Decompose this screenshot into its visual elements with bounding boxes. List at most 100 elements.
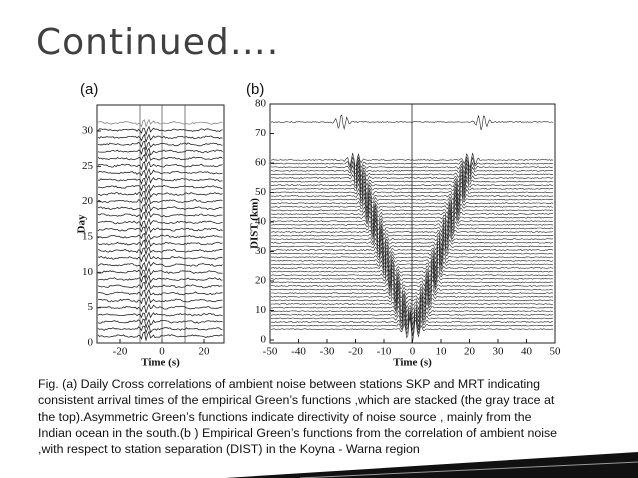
waveform: [98, 175, 223, 186]
waveform: [98, 196, 223, 206]
waveform: [270, 220, 554, 237]
y-tick-label: 20: [82, 195, 94, 207]
x-axis-label: Time (s): [393, 357, 432, 369]
y-axis-label: DIST (km): [249, 198, 261, 249]
x-tick-label: 20: [464, 346, 476, 358]
y-tick-label: 50: [255, 186, 267, 198]
waveform: [97, 203, 223, 214]
caption-line: Indian ocean in the south.(b ) Empirical…: [38, 425, 558, 440]
waveform: [97, 260, 223, 271]
waveform: [271, 285, 554, 302]
x-tick-label: 10: [436, 346, 448, 358]
panel-label: (a): [80, 81, 98, 98]
waveform: [97, 318, 223, 328]
waveform: [97, 252, 223, 263]
y-tick-label: 0: [88, 337, 94, 349]
y-tick-label: 80: [255, 98, 267, 110]
y-tick-label: 30: [255, 245, 267, 257]
waveform: [270, 188, 554, 205]
waveform: [97, 267, 223, 279]
x-tick-label: -30: [320, 346, 335, 358]
waveform: [97, 311, 223, 321]
waveform: [97, 161, 223, 171]
waveform: [270, 195, 554, 211]
waveform: [270, 227, 554, 243]
waveform: [97, 188, 223, 200]
waveform: [270, 209, 554, 227]
caption-line: consistent arrival times of the empirica…: [38, 393, 555, 408]
waveform: [270, 312, 554, 331]
x-tick-label: 50: [550, 346, 562, 358]
waveform: [97, 274, 223, 284]
x-tick-label: 30: [493, 346, 505, 358]
waveform: [270, 279, 554, 295]
x-tick-label: 20: [199, 346, 211, 358]
y-tick-label: 60: [255, 157, 267, 169]
waveform: [270, 181, 554, 197]
waveform: [270, 177, 554, 193]
waveform: [270, 184, 554, 201]
waveform: [270, 198, 554, 214]
decor-line: [299, 461, 638, 478]
waveform: [97, 147, 223, 157]
waveform: [270, 306, 554, 323]
plot-frame: [96, 104, 225, 344]
waveform: [97, 246, 223, 256]
waveform: [270, 303, 554, 319]
waveform: [97, 217, 223, 229]
y-tick-label: 30: [82, 125, 94, 137]
caption: Fig. (a) Daily Cross correlations of amb…: [38, 376, 638, 457]
waveform: [270, 242, 554, 259]
y-tick-label: 20: [255, 275, 267, 287]
waveform: [97, 323, 223, 335]
y-tick-label: 0: [261, 334, 267, 346]
waveform: [270, 216, 554, 233]
waveform: [270, 274, 554, 291]
y-tick-label: 70: [255, 127, 267, 139]
caption-line: the top).Asymmetric Green’s functions in…: [38, 409, 532, 424]
waveform: [97, 133, 223, 143]
waveform: [270, 310, 554, 327]
y-tick-label: 10: [82, 266, 94, 278]
waveform: [270, 238, 554, 255]
waveform: [270, 250, 554, 266]
waveform: [97, 330, 223, 341]
x-tick-label: -20: [348, 346, 363, 358]
waveform: [270, 263, 554, 280]
waveform: [270, 158, 554, 175]
waveform: [97, 288, 223, 299]
waveform: [97, 225, 223, 236]
waveform: [271, 270, 554, 287]
waveform: [270, 292, 554, 308]
y-tick-label: 25: [82, 160, 94, 172]
waveform: [97, 183, 223, 194]
y-tick-label: 10: [255, 304, 267, 316]
waveform: [270, 288, 554, 305]
waveform: [97, 232, 223, 243]
x-tick-label: 40: [521, 346, 533, 358]
waveform: [270, 299, 554, 315]
waveform: [97, 125, 223, 137]
waveform: [97, 239, 223, 249]
waveform: [270, 259, 554, 277]
waveform: [270, 247, 554, 262]
y-axis-label: Day: [76, 214, 88, 233]
waveform: [270, 296, 554, 312]
waveform: [270, 162, 553, 179]
y-tick-label: 40: [255, 216, 267, 228]
waveform: [270, 166, 554, 183]
y-tick-label: 5: [88, 301, 94, 313]
waveform: [270, 224, 554, 240]
waveform: [98, 295, 223, 306]
plot-frame: [269, 103, 556, 344]
waveform: [271, 252, 554, 270]
decor-wedge: [225, 452, 638, 478]
waveform: [97, 303, 223, 314]
x-tick-label: -10: [377, 346, 392, 358]
x-tick-label: -20: [113, 346, 128, 358]
caption-line: ,with respect to station separation (DIS…: [38, 442, 420, 457]
y-tick-label: 15: [82, 231, 94, 243]
waveform: [271, 156, 554, 173]
waveform: [270, 174, 554, 190]
waveform: [97, 281, 223, 292]
